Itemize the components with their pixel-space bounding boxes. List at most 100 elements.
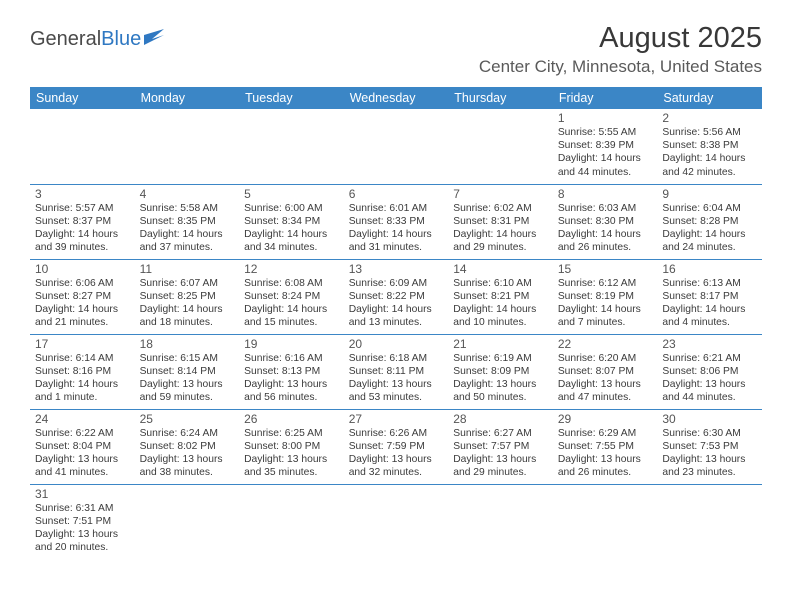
sunset-line: Sunset: 8:37 PM (35, 215, 130, 228)
sunrise-line: Sunrise: 6:24 AM (140, 427, 235, 440)
calendar-cell (135, 484, 240, 559)
weekday-header: Monday (135, 87, 240, 109)
daylight-line2: and 59 minutes. (140, 391, 235, 404)
calendar-cell (448, 109, 553, 184)
calendar-cell (239, 484, 344, 559)
weekday-header: Saturday (657, 87, 762, 109)
calendar-header-row: SundayMondayTuesdayWednesdayThursdayFrid… (30, 87, 762, 109)
sunrise-line: Sunrise: 6:30 AM (662, 427, 757, 440)
month-year-title: August 2025 (479, 22, 762, 55)
daylight-line1: Daylight: 14 hours (244, 228, 339, 241)
daylight-line2: and 42 minutes. (662, 166, 757, 179)
daylight-line1: Daylight: 13 hours (662, 453, 757, 466)
sunset-line: Sunset: 8:39 PM (558, 139, 653, 152)
daylight-line2: and 44 minutes. (662, 391, 757, 404)
day-number: 16 (662, 262, 757, 276)
sunrise-line: Sunrise: 6:00 AM (244, 202, 339, 215)
sunset-line: Sunset: 8:19 PM (558, 290, 653, 303)
sunset-line: Sunset: 8:21 PM (453, 290, 548, 303)
logo: General Blue (30, 28, 166, 51)
calendar-cell (344, 484, 449, 559)
daylight-line1: Daylight: 13 hours (244, 453, 339, 466)
day-number: 19 (244, 337, 339, 351)
daylight-line2: and 56 minutes. (244, 391, 339, 404)
daylight-line1: Daylight: 13 hours (140, 378, 235, 391)
day-number: 8 (558, 187, 653, 201)
sunrise-line: Sunrise: 6:14 AM (35, 352, 130, 365)
calendar-cell: 22Sunrise: 6:20 AMSunset: 8:07 PMDayligh… (553, 334, 658, 409)
calendar-cell: 29Sunrise: 6:29 AMSunset: 7:55 PMDayligh… (553, 409, 658, 484)
daylight-line2: and 37 minutes. (140, 241, 235, 254)
sunset-line: Sunset: 8:34 PM (244, 215, 339, 228)
daylight-line2: and 18 minutes. (140, 316, 235, 329)
calendar-cell: 12Sunrise: 6:08 AMSunset: 8:24 PMDayligh… (239, 259, 344, 334)
sunrise-line: Sunrise: 6:25 AM (244, 427, 339, 440)
sunrise-line: Sunrise: 6:19 AM (453, 352, 548, 365)
sunrise-line: Sunrise: 6:22 AM (35, 427, 130, 440)
sunrise-line: Sunrise: 6:29 AM (558, 427, 653, 440)
sunset-line: Sunset: 8:11 PM (349, 365, 444, 378)
day-number: 11 (140, 262, 235, 276)
daylight-line1: Daylight: 14 hours (140, 228, 235, 241)
sunset-line: Sunset: 8:07 PM (558, 365, 653, 378)
sunset-line: Sunset: 8:38 PM (662, 139, 757, 152)
daylight-line1: Daylight: 13 hours (349, 378, 444, 391)
calendar-cell: 14Sunrise: 6:10 AMSunset: 8:21 PMDayligh… (448, 259, 553, 334)
sunrise-line: Sunrise: 6:18 AM (349, 352, 444, 365)
sunrise-line: Sunrise: 6:27 AM (453, 427, 548, 440)
day-number: 25 (140, 412, 235, 426)
sunset-line: Sunset: 7:55 PM (558, 440, 653, 453)
weekday-header: Thursday (448, 87, 553, 109)
daylight-line1: Daylight: 14 hours (558, 228, 653, 241)
sunset-line: Sunset: 7:59 PM (349, 440, 444, 453)
sunrise-line: Sunrise: 6:12 AM (558, 277, 653, 290)
sunrise-line: Sunrise: 5:58 AM (140, 202, 235, 215)
calendar-cell: 18Sunrise: 6:15 AMSunset: 8:14 PMDayligh… (135, 334, 240, 409)
sunset-line: Sunset: 8:09 PM (453, 365, 548, 378)
sunrise-line: Sunrise: 5:55 AM (558, 126, 653, 139)
calendar-cell: 20Sunrise: 6:18 AMSunset: 8:11 PMDayligh… (344, 334, 449, 409)
sunset-line: Sunset: 8:22 PM (349, 290, 444, 303)
sunrise-line: Sunrise: 6:06 AM (35, 277, 130, 290)
daylight-line2: and 4 minutes. (662, 316, 757, 329)
daylight-line2: and 39 minutes. (35, 241, 130, 254)
calendar-cell: 8Sunrise: 6:03 AMSunset: 8:30 PMDaylight… (553, 184, 658, 259)
day-number: 26 (244, 412, 339, 426)
day-number: 15 (558, 262, 653, 276)
sunset-line: Sunset: 8:28 PM (662, 215, 757, 228)
daylight-line1: Daylight: 14 hours (140, 303, 235, 316)
daylight-line2: and 20 minutes. (35, 541, 130, 554)
day-number: 22 (558, 337, 653, 351)
sunset-line: Sunset: 8:24 PM (244, 290, 339, 303)
sunrise-line: Sunrise: 6:01 AM (349, 202, 444, 215)
daylight-line2: and 31 minutes. (349, 241, 444, 254)
daylight-line2: and 26 minutes. (558, 466, 653, 479)
daylight-line2: and 35 minutes. (244, 466, 339, 479)
sunset-line: Sunset: 8:35 PM (140, 215, 235, 228)
calendar-cell (239, 109, 344, 184)
daylight-line1: Daylight: 14 hours (662, 228, 757, 241)
daylight-line2: and 44 minutes. (558, 166, 653, 179)
daylight-line2: and 50 minutes. (453, 391, 548, 404)
daylight-line2: and 41 minutes. (35, 466, 130, 479)
daylight-line2: and 23 minutes. (662, 466, 757, 479)
weekday-header: Friday (553, 87, 658, 109)
sunset-line: Sunset: 8:27 PM (35, 290, 130, 303)
day-number: 4 (140, 187, 235, 201)
daylight-line2: and 53 minutes. (349, 391, 444, 404)
sunset-line: Sunset: 8:00 PM (244, 440, 339, 453)
daylight-line1: Daylight: 13 hours (244, 378, 339, 391)
calendar-cell (135, 109, 240, 184)
daylight-line2: and 26 minutes. (558, 241, 653, 254)
calendar-cell: 19Sunrise: 6:16 AMSunset: 8:13 PMDayligh… (239, 334, 344, 409)
sunrise-line: Sunrise: 6:13 AM (662, 277, 757, 290)
sunrise-line: Sunrise: 6:20 AM (558, 352, 653, 365)
logo-text-blue: Blue (101, 28, 141, 51)
daylight-line1: Daylight: 13 hours (453, 378, 548, 391)
logo-text-general: General (30, 28, 101, 51)
daylight-line1: Daylight: 14 hours (662, 152, 757, 165)
daylight-line1: Daylight: 14 hours (453, 303, 548, 316)
daylight-line2: and 29 minutes. (453, 241, 548, 254)
day-number: 9 (662, 187, 757, 201)
sunset-line: Sunset: 8:33 PM (349, 215, 444, 228)
